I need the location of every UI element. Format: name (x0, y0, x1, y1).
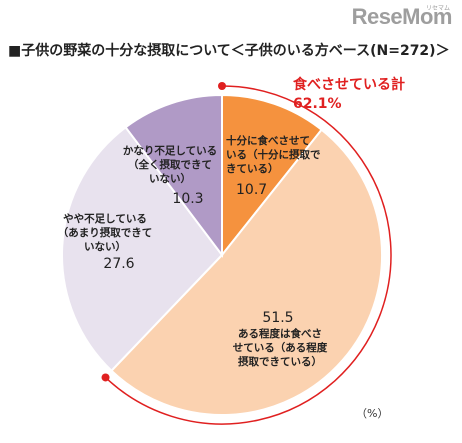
pie-slice-0 (221, 93, 323, 258)
slice-value-1: 51.5 (262, 310, 293, 326)
total-callout-label: 食べさせている計 (293, 77, 405, 93)
pie-slice-2 (61, 125, 224, 373)
resemom-logo: ReseMom (351, 4, 453, 29)
resemom-logo-sub: リセマム (425, 5, 450, 12)
chart-title: ■子供の野菜の十分な摂取について＜子供のいる方ベース(N=272)＞ (8, 43, 450, 59)
highlight-arc-end-dot (101, 373, 110, 382)
slice-label-0: 十分に食べさせている（十分に摂取できている） (226, 134, 321, 175)
pie-slice-3 (124, 93, 223, 258)
highlight-arc (105, 85, 392, 425)
pie-slice-1 (110, 128, 384, 417)
slice-label-2: やや不足している（あまり摂取できていない） (58, 213, 153, 253)
highlight-arc-start-dot (218, 82, 226, 90)
slice-value-3: 10.3 (172, 191, 203, 207)
slice-value-2: 27.6 (103, 256, 134, 272)
unit-label: （%） (356, 407, 389, 420)
slice-value-0: 10.7 (236, 182, 267, 198)
slice-label-3: かなり不足している（全く摂取できていない） (123, 145, 217, 185)
slice-label-1: ある程度は食べさせている（ある程度摂取できている） (233, 327, 328, 368)
